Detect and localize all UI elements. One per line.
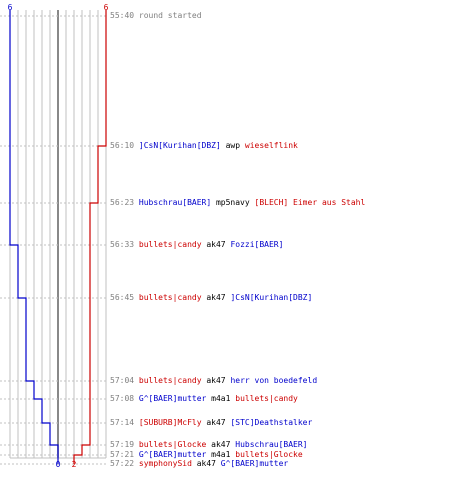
- event-row: 57:21 G^[BAER]mutter m4a1 bullets|Glocke: [110, 450, 303, 460]
- event-text: mp5navy: [211, 198, 255, 207]
- blue-final-score: 0: [56, 460, 61, 469]
- event-text: round started: [138, 11, 202, 20]
- event-row: 57:22 symphonySid ak47 G^[BAER]mutter: [110, 459, 288, 469]
- event-time: 56:33: [110, 240, 139, 249]
- event-text: G^[BAER]mutter: [220, 459, 289, 468]
- event-row: 55:40 round started: [110, 11, 202, 21]
- event-row: 57:14 [SUBURB]McFly ak47 [STC]Deathstalk…: [110, 418, 312, 428]
- event-text: awp: [220, 141, 245, 150]
- event-text: [BLECH] Eimer aus Stahl: [254, 198, 366, 207]
- round-score-chart: 6 6 0 2: [0, 3, 109, 469]
- event-text: Hubschrau[BAER]: [138, 198, 212, 207]
- event-time: 57:19: [110, 440, 139, 449]
- event-time: 57:21: [110, 450, 139, 459]
- event-time: 56:45: [110, 293, 139, 302]
- event-text: symphonySid: [138, 459, 192, 468]
- event-time: 57:04: [110, 376, 139, 385]
- red-team-line: [73, 10, 107, 464]
- event-text: ak47: [201, 376, 231, 385]
- event-row: 56:33 bullets|candy ak47 Fozzi[BAER]: [110, 240, 283, 250]
- red-start-score: 6: [104, 3, 109, 12]
- event-time: 57:22: [110, 459, 139, 468]
- event-text: m4a1: [206, 394, 236, 403]
- event-text: G^[BAER]mutter: [138, 394, 207, 403]
- blue-start-score: 6: [8, 3, 13, 12]
- event-row: 57:04 bullets|candy ak47 herr von boedef…: [110, 376, 317, 386]
- event-text: ak47: [201, 240, 231, 249]
- event-text: ak47: [201, 418, 231, 427]
- event-text: [STC]Deathstalker: [230, 418, 313, 427]
- event-row: 56:45 bullets|candy ak47 ]CsN[Kurihan[DB…: [110, 293, 312, 303]
- event-text: wieselflink: [244, 141, 298, 150]
- event-time: 55:40: [110, 11, 139, 20]
- event-text: Hubschrau[BAER]: [235, 440, 308, 449]
- event-text: bullets|candy: [138, 376, 202, 385]
- event-text: bullets|Glocke: [138, 440, 207, 449]
- event-row: 56:10 ]CsN[Kurihan[DBZ] awp wieselflink: [110, 141, 298, 151]
- event-text: ]CsN[Kurihan[DBZ]: [138, 141, 221, 150]
- event-row: 57:19 bullets|Glocke ak47 Hubschrau[BAER…: [110, 440, 308, 450]
- event-text: ak47: [191, 459, 221, 468]
- event-text: bullets|candy: [138, 240, 202, 249]
- event-text: m4a1: [206, 450, 236, 459]
- event-time: 56:10: [110, 141, 139, 150]
- blue-team-line: [9, 10, 59, 464]
- event-text: Fozzi[BAER]: [230, 240, 284, 249]
- event-text: bullets|candy: [138, 293, 202, 302]
- event-time: 56:23: [110, 198, 139, 207]
- event-text: [SUBURB]McFly: [138, 418, 202, 427]
- red-final-score: 2: [72, 460, 77, 469]
- event-row: 57:08 G^[BAER]mutter m4a1 bullets|candy: [110, 394, 298, 404]
- event-text: ak47: [206, 440, 236, 449]
- event-text: bullets|candy: [235, 394, 298, 403]
- event-text: G^[BAER]mutter: [138, 450, 207, 459]
- event-row: 56:23 Hubschrau[BAER] mp5navy [BLECH] Ei…: [110, 198, 365, 208]
- event-time: 57:14: [110, 418, 139, 427]
- event-text: ak47: [201, 293, 231, 302]
- event-time: 57:08: [110, 394, 139, 403]
- event-text: ]CsN[Kurihan[DBZ]: [230, 293, 313, 302]
- event-text: herr von boedefeld: [230, 376, 318, 385]
- event-text: bullets|Glocke: [235, 450, 303, 459]
